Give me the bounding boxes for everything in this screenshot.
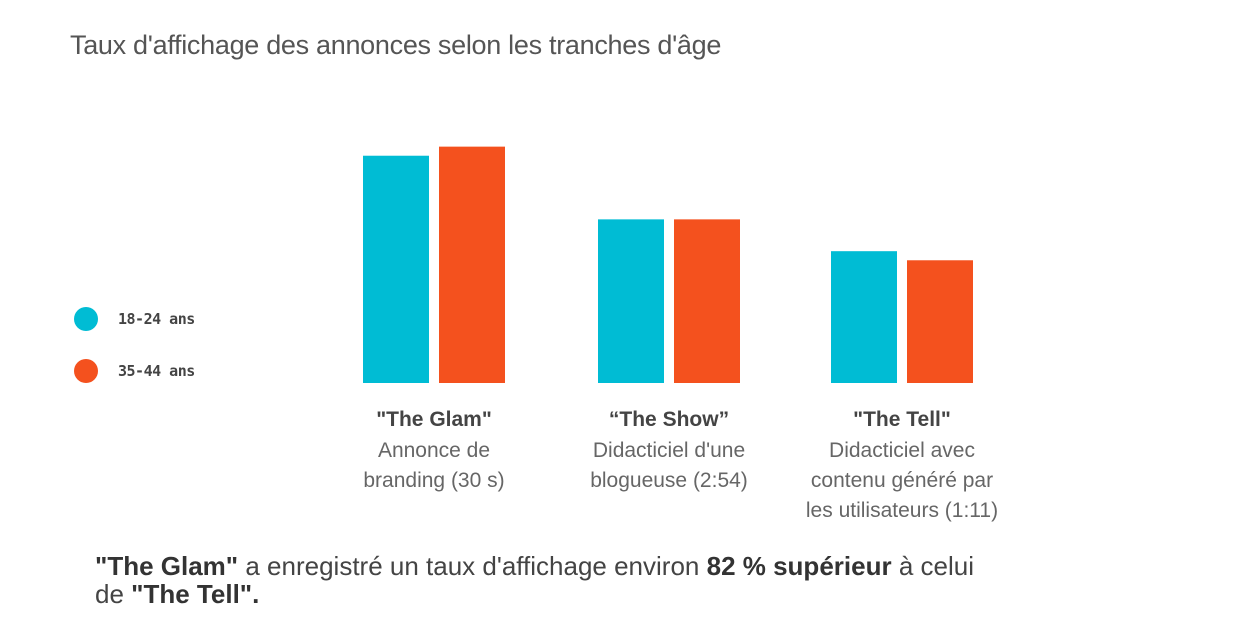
bar-35-44-ans: [907, 260, 973, 383]
bar-35-44-ans: [439, 146, 505, 383]
category-description: Annonce de: [377, 439, 491, 462]
category-label: "The Tell" Didacticiel avec contenu généré…: [782, 408, 1022, 526]
legend-swatch: [74, 359, 98, 383]
legend-swatch: [74, 307, 98, 331]
category-description: blogueuse (2:54): [590, 469, 748, 492]
category-label: "The Glam" Annonce de branding (30 s): [314, 408, 554, 496]
category-description: contenu généré par: [810, 469, 994, 492]
category-name: "The Tell": [853, 408, 951, 431]
note-text: de: [95, 579, 132, 609]
note-emphasis: 82 % supérieur: [706, 551, 892, 581]
bar-35-44-ans: [674, 219, 740, 383]
bar-18-24-ans: [363, 155, 429, 383]
note-text: à celui: [891, 551, 974, 581]
legend-item: 18-24 ans: [74, 306, 195, 332]
category-name: "The Glam": [376, 408, 492, 431]
category-description: les utilisateurs (1:11): [805, 499, 999, 522]
legend-label: 35-44 ans: [118, 362, 195, 380]
legend: 18-24 ans 35-44 ans: [74, 306, 195, 410]
category-label: “The Show” Didacticiel d'une blogueuse (2:…: [549, 408, 789, 496]
note-text: a enregistré un taux d'affichage environ: [238, 551, 707, 581]
note-emphasis: "The Tell".: [131, 579, 260, 609]
bar-18-24-ans: [831, 251, 897, 383]
legend-item: 35-44 ans: [74, 358, 195, 384]
category-description: Didacticiel avec: [829, 439, 975, 462]
legend-label: 18-24 ans: [118, 310, 195, 328]
chart-title: Taux d'affichage des annonces selon les …: [70, 30, 722, 60]
note-emphasis: "The Glam": [95, 551, 239, 581]
category-description: Didacticiel d'une: [592, 439, 746, 462]
summary-note: "The Glam" a enregistré un taux d'affich…: [95, 552, 1155, 608]
bar-18-24-ans: [598, 219, 664, 383]
category-description: branding (30 s): [363, 469, 505, 492]
category-name: “The Show”: [608, 408, 730, 431]
